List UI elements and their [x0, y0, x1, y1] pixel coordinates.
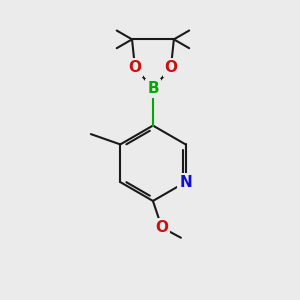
- Text: B: B: [147, 81, 159, 96]
- Text: O: O: [164, 60, 177, 75]
- Text: N: N: [179, 175, 192, 190]
- Text: O: O: [128, 60, 142, 75]
- Text: O: O: [155, 220, 168, 235]
